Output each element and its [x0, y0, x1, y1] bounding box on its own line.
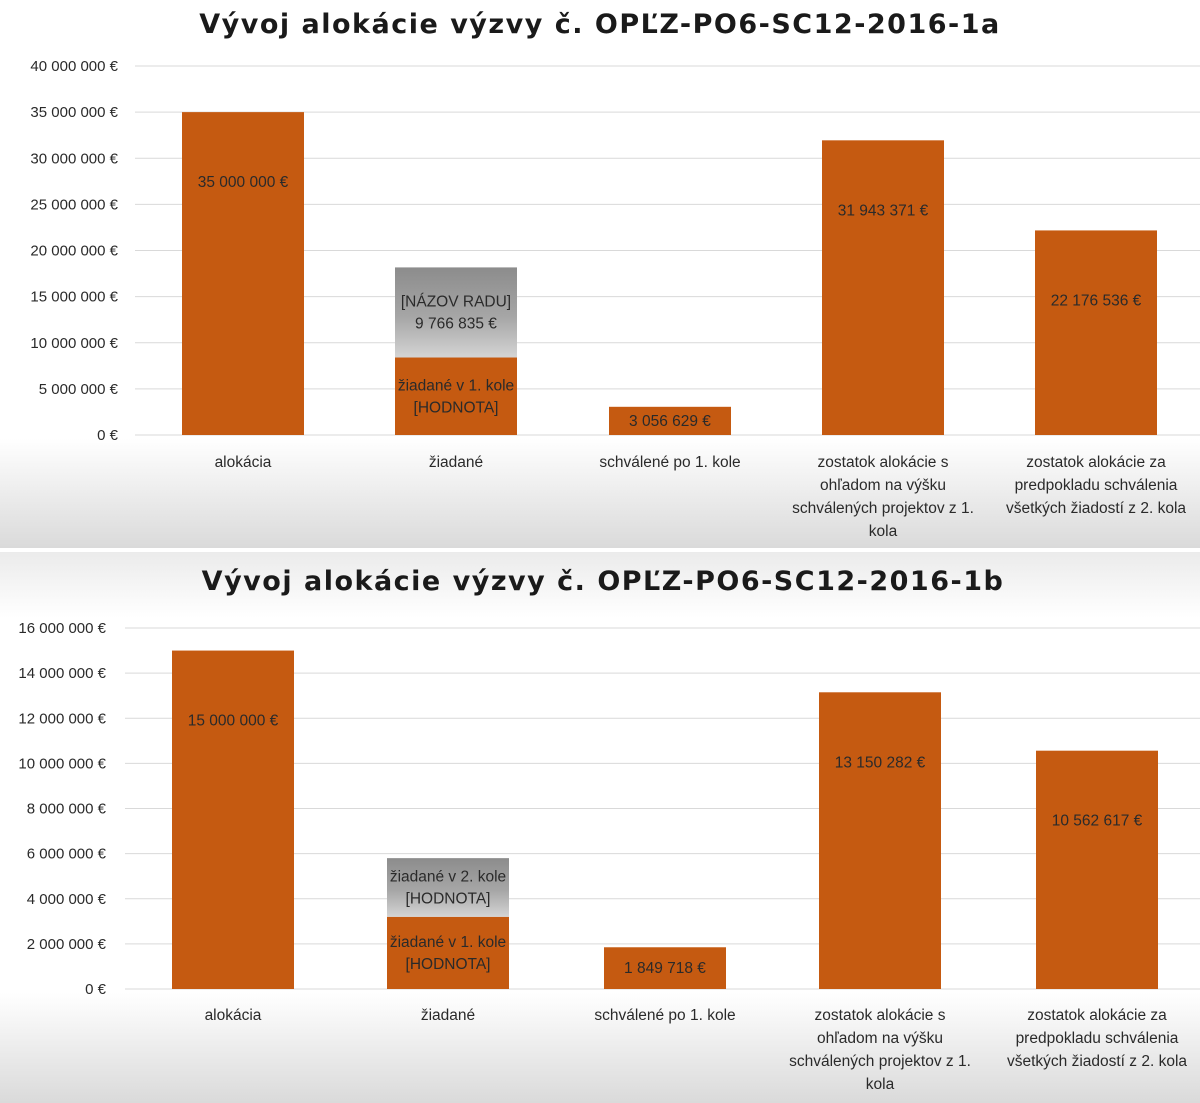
y-tick-label: 0 €: [97, 427, 119, 444]
data-label: 35 000 000 €: [198, 174, 289, 191]
bar: [819, 692, 941, 989]
y-tick-label: 10 000 000 €: [30, 335, 118, 352]
category-label: žiadané: [429, 454, 483, 471]
data-label: žiadané v 2. kole [HODNOTA]: [390, 868, 506, 907]
category-label: zostatok alokácie s ohľadom na výšku schvá…: [792, 454, 974, 540]
bar: [604, 947, 726, 989]
data-label: 3 056 629 €: [629, 413, 711, 430]
y-tick-label: 15 000 000 €: [30, 289, 118, 306]
y-tick-label: 5 000 000 €: [39, 381, 119, 398]
bar: [387, 916, 509, 989]
data-label: 13 150 282 €: [835, 754, 926, 771]
category-label: alokácia: [205, 1007, 262, 1024]
y-tick-label: 2 000 000 €: [27, 936, 107, 953]
data-label: žiadané v 1. kole [HODNOTA]: [398, 377, 514, 416]
chart-b: Vývoj alokácie výzvy č. OPĽZ-PO6-SC12-20…: [0, 552, 1200, 1103]
y-tick-label: 8 000 000 €: [27, 801, 107, 818]
y-tick-label: 6 000 000 €: [27, 846, 107, 863]
chart-a: Vývoj alokácie výzvy č. OPĽZ-PO6-SC12-20…: [0, 0, 1200, 548]
data-label: 31 943 371 €: [838, 202, 929, 219]
y-tick-label: 30 000 000 €: [30, 150, 118, 167]
chart-panel-a: Vývoj alokácie výzvy č. OPĽZ-PO6-SC12-20…: [0, 0, 1200, 548]
category-label: schválené po 1. kole: [594, 1007, 735, 1024]
data-label: 10 562 617 €: [1052, 813, 1143, 830]
category-label: zostatok alokácie s ohľadom na výšku schvá…: [789, 1007, 971, 1093]
bar: [609, 406, 731, 435]
chart-a-title: Vývoj alokácie výzvy č. OPĽZ-PO6-SC12-20…: [199, 9, 1001, 40]
y-tick-label: 10 000 000 €: [18, 755, 106, 772]
y-tick-label: 14 000 000 €: [18, 665, 106, 682]
y-tick-label: 35 000 000 €: [30, 104, 118, 121]
bar: [1035, 230, 1157, 435]
y-tick-label: 16 000 000 €: [18, 620, 106, 637]
y-tick-label: 12 000 000 €: [18, 710, 106, 727]
chart-b-title: Vývoj alokácie výzvy č. OPĽZ-PO6-SC12-20…: [202, 566, 1005, 597]
chart-panel-b: Vývoj alokácie výzvy č. OPĽZ-PO6-SC12-20…: [0, 552, 1200, 1103]
bar: [395, 357, 517, 435]
category-label: zostatok alokácie za predpokladu schválen…: [1006, 454, 1186, 517]
bar: [822, 140, 944, 436]
data-label: 1 849 718 €: [624, 960, 706, 977]
data-label: [NÁZOV RADU] 9 766 835 €: [401, 293, 511, 332]
category-label: žiadané: [421, 1007, 475, 1024]
y-tick-label: 4 000 000 €: [27, 891, 107, 908]
category-label: alokácia: [215, 454, 272, 471]
bar-segment-top: [387, 858, 509, 917]
category-label: schválené po 1. kole: [599, 454, 740, 471]
y-tick-label: 25 000 000 €: [30, 196, 118, 213]
category-label: zostatok alokácie za predpokladu schválen…: [1007, 1007, 1187, 1070]
bar: [1036, 750, 1158, 989]
data-label: 22 176 536 €: [1051, 292, 1142, 309]
y-tick-label: 40 000 000 €: [30, 58, 118, 75]
bar: [172, 650, 294, 989]
y-tick-label: 0 €: [85, 981, 107, 998]
bar: [182, 112, 304, 435]
y-tick-label: 20 000 000 €: [30, 243, 118, 260]
bar-segment-top: [395, 267, 517, 358]
data-label: 15 000 000 €: [188, 713, 279, 730]
data-label: žiadané v 1. kole [HODNOTA]: [390, 934, 506, 973]
